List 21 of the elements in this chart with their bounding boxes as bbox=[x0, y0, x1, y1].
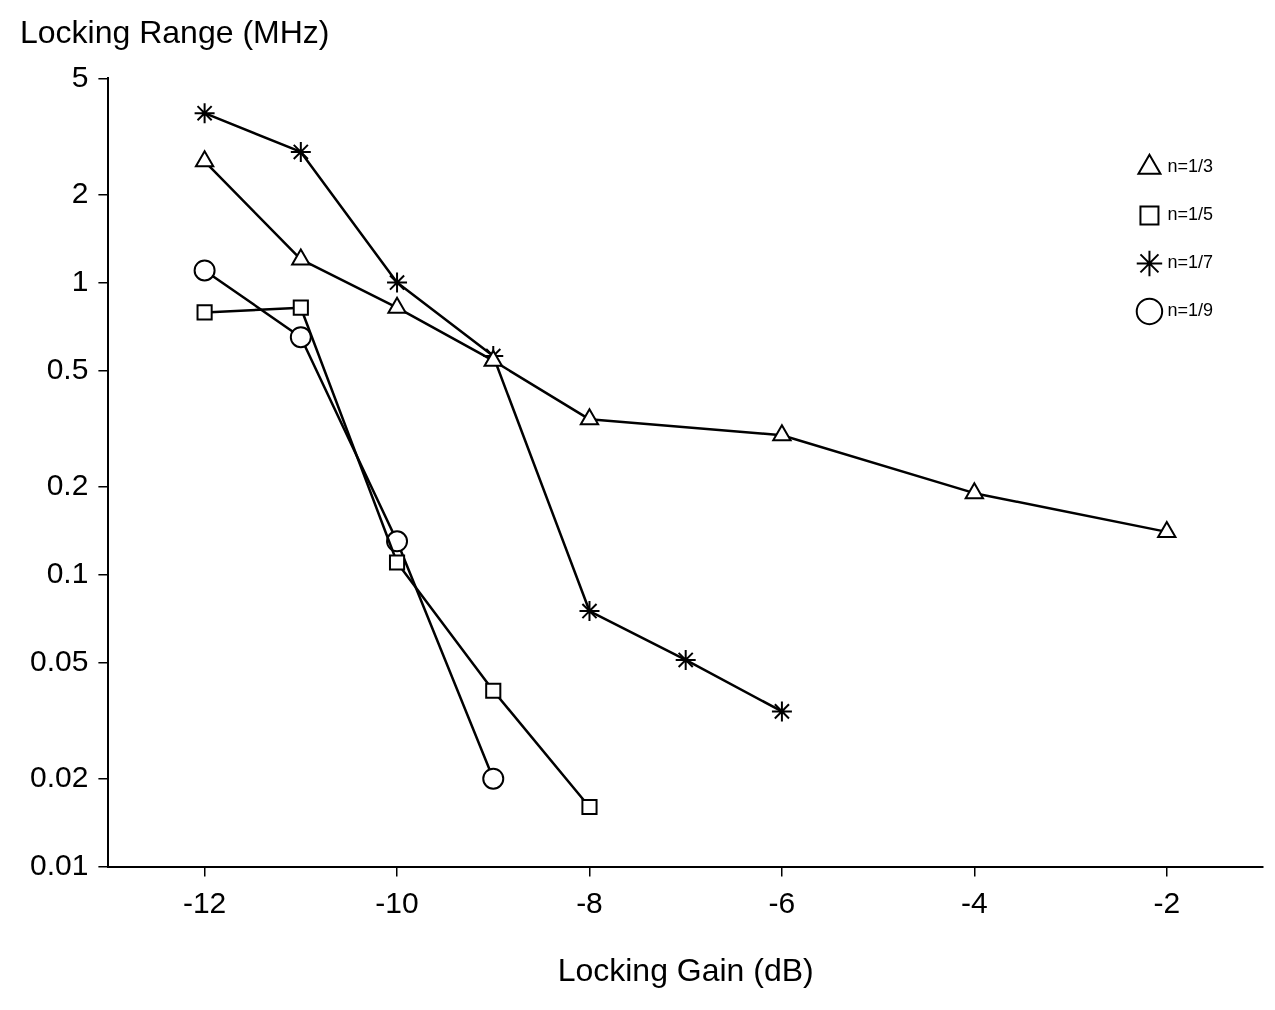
y-axis-title: Locking Range (MHz) bbox=[20, 14, 330, 51]
y-tick-label: 0.2 bbox=[46, 467, 89, 501]
x-tick-label: -8 bbox=[576, 885, 603, 919]
x-tick-label: -2 bbox=[1153, 885, 1181, 919]
x-tick-label: -6 bbox=[768, 885, 796, 919]
legend-label: n=1/5 bbox=[1167, 204, 1213, 225]
x-axis-title: Locking Gain (dB) bbox=[557, 951, 814, 988]
y-tick-label: 1 bbox=[71, 263, 89, 297]
y-tick-label: 2 bbox=[71, 175, 89, 209]
y-tick-label: 0.5 bbox=[46, 351, 89, 385]
legend-label: n=1/7 bbox=[1167, 252, 1213, 273]
y-tick-label: 0.02 bbox=[30, 759, 89, 793]
x-tick-label: -4 bbox=[961, 885, 988, 919]
x-tick-label: -12 bbox=[182, 885, 227, 919]
legend-label: n=1/3 bbox=[1167, 156, 1213, 177]
y-tick-label: 0.05 bbox=[30, 643, 89, 677]
x-tick-label: -10 bbox=[375, 885, 419, 919]
y-tick-label: 0.01 bbox=[30, 847, 89, 881]
y-tick-label: 5 bbox=[71, 59, 89, 93]
legend-label: n=1/9 bbox=[1167, 300, 1213, 321]
y-tick-label: 0.1 bbox=[46, 555, 89, 589]
